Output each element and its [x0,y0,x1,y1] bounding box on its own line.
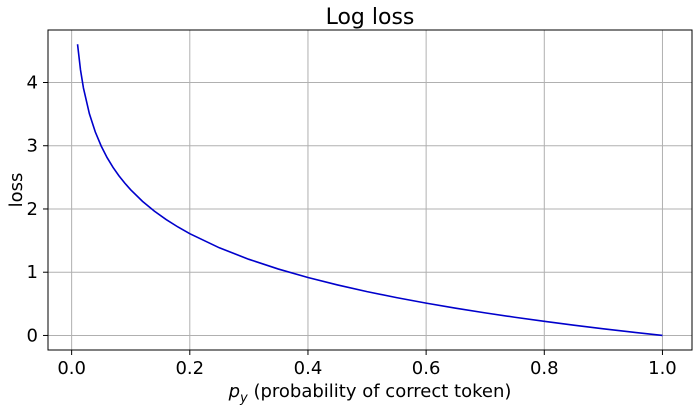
x-axis-label-text: (probability of correct token) [248,381,512,402]
y-tick-label: 2 [27,199,38,220]
series-layer [76,44,663,337]
x-tick-label: 0.6 [412,358,441,379]
log-loss-line [76,44,663,337]
x-axis-label-subscript: y [239,391,248,406]
x-tick-label: 0.0 [57,358,86,379]
x-axis-label-symbol: p [228,381,240,402]
y-tick-label: 0 [27,325,38,346]
x-tick-label: 0.8 [530,358,559,379]
y-tick-label: 4 [27,72,38,93]
y-tick-label: 1 [27,262,38,283]
chart-title: Log loss [326,5,415,30]
x-axis-label: py (probability of correct token) [228,381,512,406]
grid-lines [48,30,692,350]
plot-frame [47,29,693,351]
axis-ticks: 0.0 0.2 0.4 0.6 0.8 1.0 0 1 2 3 4 [27,72,677,379]
y-tick-label: 3 [27,136,38,157]
y-axis-label: loss [6,173,27,208]
x-tick-label: 0.2 [175,358,204,379]
x-tick-label: 0.4 [294,358,323,379]
x-tick-label: 1.0 [648,358,677,379]
